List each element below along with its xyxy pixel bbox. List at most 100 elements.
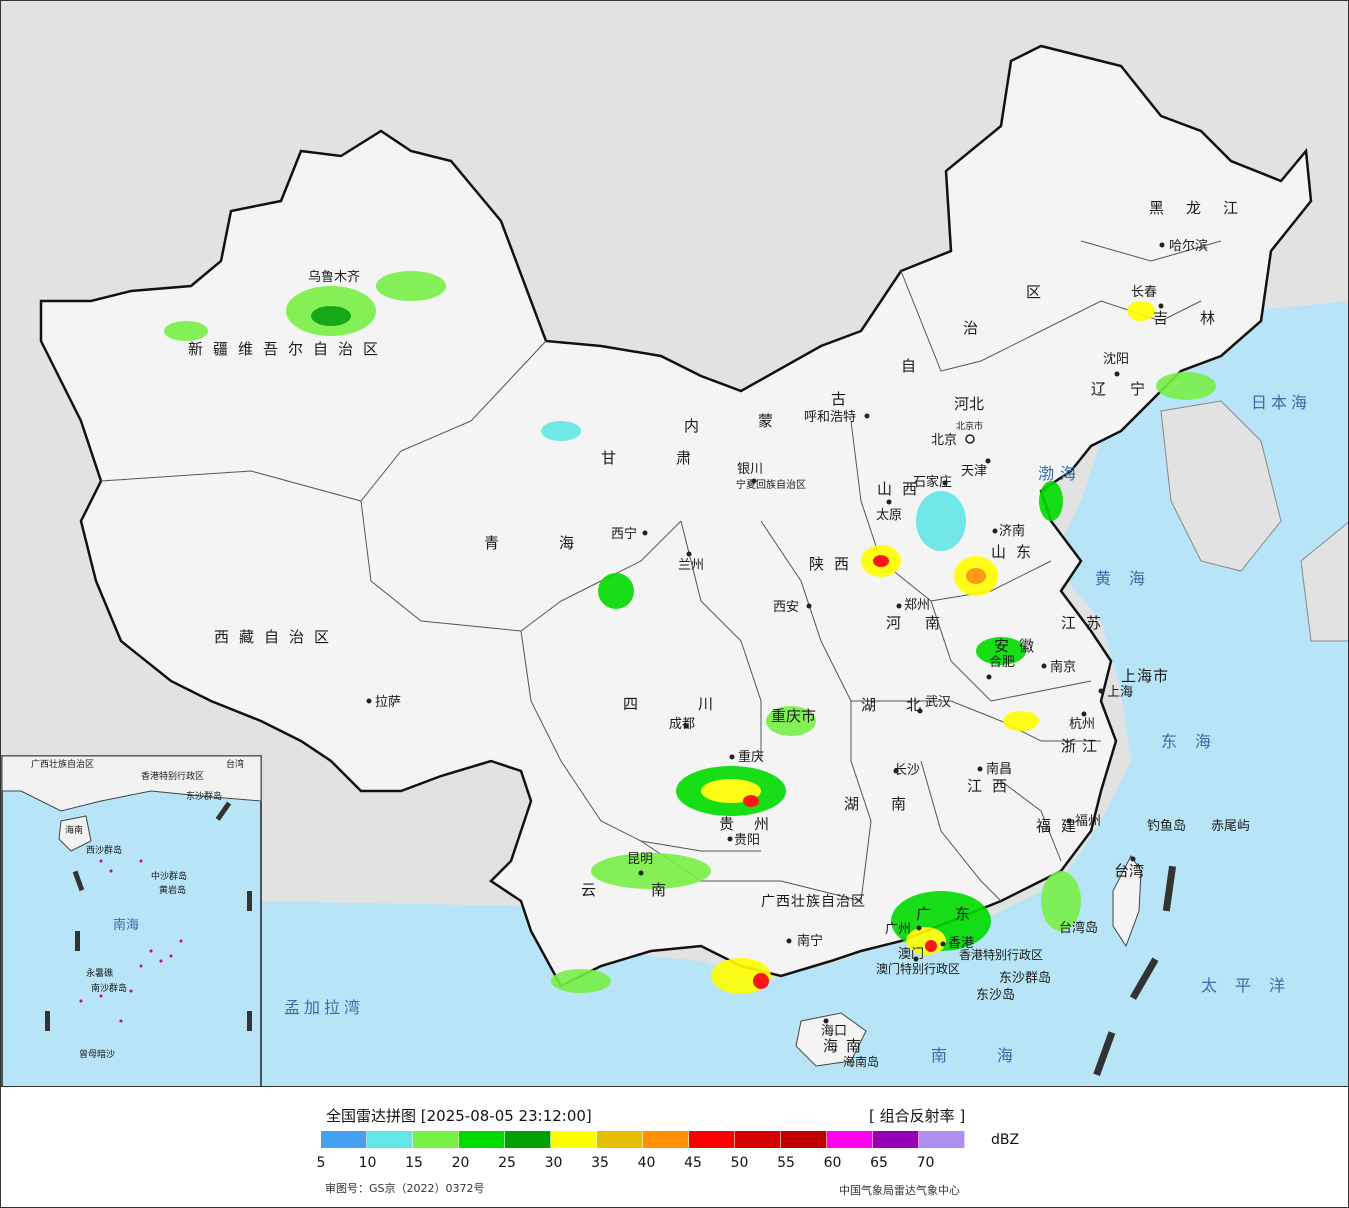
province-label-guizhou: 贵州 bbox=[719, 815, 789, 833]
sea-label-taipingyang: 太平洋 bbox=[1201, 976, 1303, 995]
city-label-urumqi: 乌鲁木齐 bbox=[308, 269, 360, 285]
city-label-changsha: 长沙 bbox=[894, 763, 920, 778]
inset-label-nanhai: 南海 bbox=[113, 917, 139, 933]
province-label-yunnan: 云南 bbox=[581, 881, 721, 899]
city-label-chongqing-city: 重庆 bbox=[738, 749, 764, 765]
colorbar-tick-13: 70 bbox=[916, 1155, 935, 1171]
radar-echoes bbox=[164, 271, 1216, 994]
city-label-harbin: 哈尔滨 bbox=[1169, 238, 1208, 254]
city-labels: 乌鲁木齐 拉萨 西宁 兰州 银川 呼和浩特 哈尔滨 长春 沈阳 北京 北京市 天… bbox=[308, 238, 1208, 1039]
city-label-hefei: 合肥 bbox=[989, 655, 1015, 670]
city-label-nanchang: 南昌 bbox=[986, 761, 1012, 777]
city-label-tianjin: 天津 bbox=[961, 464, 987, 479]
province-label-jiangxi: 江西 bbox=[967, 777, 1017, 795]
province-label-xizang: 西藏自治区 bbox=[214, 628, 339, 646]
province-label-gansu: 甘肃 bbox=[601, 449, 751, 467]
province-label-neimenggu-qu: 区 bbox=[1026, 283, 1051, 301]
city-label-guangzhou: 广州 bbox=[885, 922, 911, 937]
colorbar-tick-5: 30 bbox=[544, 1155, 563, 1171]
colorbar-tick-4: 25 bbox=[498, 1155, 516, 1171]
city-label-hohhot: 呼和浩特 bbox=[804, 410, 856, 425]
dash-lines bbox=[1093, 865, 1177, 1076]
inset-label-dongsha: 东沙群岛 bbox=[186, 790, 222, 802]
colorbar-tick-12: 65 bbox=[870, 1155, 888, 1171]
province-label-neimenggu-nei: 内 bbox=[684, 417, 709, 435]
colorbar-cell-1 bbox=[367, 1131, 413, 1148]
city-label-xian: 西安 bbox=[773, 600, 799, 615]
inset-label-yongshu: 永暑礁 bbox=[86, 967, 113, 979]
legend-product: [ 组合反射率 ] bbox=[869, 1107, 966, 1125]
province-label-heilongjiang: 黑龙江 bbox=[1149, 199, 1260, 217]
colorbar-cell-5 bbox=[551, 1131, 597, 1148]
city-label-yinchuan: 银川 bbox=[737, 462, 763, 477]
colorbar-cell-13 bbox=[919, 1131, 965, 1148]
province-label-henan: 河南 bbox=[886, 614, 964, 632]
province-label-taiwan: 台湾 bbox=[1114, 862, 1144, 880]
province-label-zhejiang: 浙江 bbox=[1061, 737, 1103, 755]
sea-label-ribenhai: 日本海 bbox=[1251, 393, 1311, 412]
province-label-hubei: 湖北 bbox=[861, 696, 951, 714]
city-label-wuhan: 武汉 bbox=[925, 695, 951, 710]
map-panel[interactable]: 广西壮族自治区 香港特别行政区 台湾 东沙群岛 海南 西沙群岛 中沙群岛 黄岩岛… bbox=[0, 0, 1349, 1087]
colorbar-cell-3 bbox=[459, 1131, 505, 1148]
sea-label-huanghai: 黄海 bbox=[1095, 569, 1163, 588]
city-label-zhengzhou: 郑州 bbox=[904, 598, 930, 613]
colorbar-tick-9: 50 bbox=[730, 1155, 749, 1171]
city-label-shanghai-city: 上海 bbox=[1107, 685, 1133, 700]
city-label-guiyang: 贵阳 bbox=[734, 833, 760, 848]
island-label-chiwei: 赤尾屿 bbox=[1211, 819, 1250, 834]
province-label-jilin: 吉林 bbox=[1153, 309, 1247, 327]
map-approval-number: 审图号：GS京（2022）0372号 bbox=[325, 1182, 485, 1195]
city-label-chengdu: 成都 bbox=[669, 717, 695, 732]
sea-label-nanhai: 南海 bbox=[931, 1046, 1063, 1065]
city-markers bbox=[366, 242, 1165, 1024]
island-label-hainan: 海南岛 bbox=[843, 1054, 879, 1069]
city-label-jinan: 济南 bbox=[999, 523, 1025, 539]
island-label-diaoyu: 钓鱼岛 bbox=[1147, 818, 1186, 834]
city-label-beijing: 北京 bbox=[931, 433, 957, 448]
colorbar-tick-2: 15 bbox=[405, 1155, 423, 1171]
province-label-fujian: 福建 bbox=[1036, 817, 1086, 835]
province-label-jiangsu: 江苏 bbox=[1061, 614, 1111, 632]
colorbar-cell-6 bbox=[597, 1131, 643, 1148]
legend-panel: 全国雷达拼图 [2025-08-05 23:12:00] [ 组合反射率 ] d… bbox=[0, 1087, 1349, 1208]
inset-label-hainan: 海南 bbox=[65, 824, 83, 836]
city-label-taiyuan: 太原 bbox=[876, 508, 902, 523]
inset-label-nansha: 南沙群岛 bbox=[91, 982, 127, 994]
colorbar-tick-10: 55 bbox=[777, 1155, 795, 1171]
inset-label-huangyan: 黄岩岛 bbox=[159, 884, 186, 896]
city-label-fuzhou: 福州 bbox=[1075, 814, 1101, 829]
island-label-dongsha-qundao: 东沙群岛 bbox=[999, 970, 1051, 986]
organization-name: 中国气象局雷达气象中心 bbox=[839, 1184, 960, 1197]
city-label-hangzhou: 杭州 bbox=[1069, 717, 1095, 732]
colorbar-cell-12 bbox=[873, 1131, 919, 1148]
city-label-beijing-shi: 北京市 bbox=[956, 420, 983, 432]
province-label-xinjiang: 新疆维吾尔自治区 bbox=[188, 340, 388, 358]
city-label-changchun: 长春 bbox=[1131, 285, 1157, 300]
colorbar-tick-3: 20 bbox=[451, 1155, 470, 1171]
province-label-neimenggu-gu: 古 bbox=[831, 390, 856, 408]
province-label-shaanxi: 陕西 bbox=[809, 555, 859, 573]
colorbar-tick-7: 40 bbox=[637, 1155, 656, 1171]
south-china-sea-inset: 广西壮族自治区 香港特别行政区 台湾 东沙群岛 海南 西沙群岛 中沙群岛 黄岩岛… bbox=[1, 755, 262, 1086]
colorbar-tick-11: 60 bbox=[823, 1155, 842, 1171]
province-label-neimenggu-meng: 蒙 bbox=[758, 412, 783, 430]
province-label-shandong: 山东 bbox=[991, 543, 1041, 561]
city-label-lanzhou: 兰州 bbox=[678, 558, 704, 573]
china-mainland bbox=[39, 44, 1313, 988]
city-label-lhasa: 拉萨 bbox=[375, 695, 401, 710]
colorbar-cell-11 bbox=[827, 1131, 873, 1148]
hainan-shape bbox=[795, 1012, 867, 1067]
colorbar-cell-4 bbox=[505, 1131, 551, 1148]
inset-label-zengmu: 曾母暗沙 bbox=[79, 1048, 115, 1060]
city-label-shijiazhuang: 石家庄 bbox=[913, 474, 952, 490]
colorbar-cell-7 bbox=[643, 1131, 689, 1148]
province-label-qinghai: 青海 bbox=[484, 534, 634, 552]
inset-label-hk: 香港特别行政区 bbox=[141, 770, 204, 782]
province-boundaries bbox=[100, 240, 1222, 902]
province-label-ningxia: 宁夏回族自治区 bbox=[736, 478, 806, 491]
province-label-guangxi: 广西壮族自治区 bbox=[761, 894, 866, 910]
map-canvas[interactable]: 广西壮族自治区 香港特别行政区 台湾 东沙群岛 海南 西沙群岛 中沙群岛 黄岩岛… bbox=[1, 1, 1349, 1087]
province-label-neimenggu-zi: 自 bbox=[901, 357, 926, 375]
city-label-hongkong-city: 香港 bbox=[948, 936, 974, 951]
